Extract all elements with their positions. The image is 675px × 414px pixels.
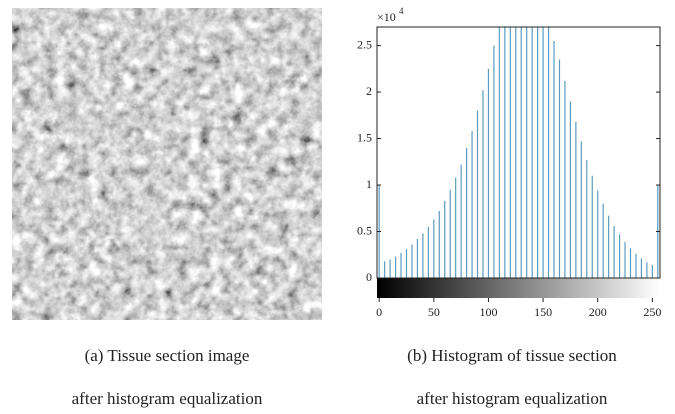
y-multiplier: ×10 xyxy=(377,10,396,24)
caption-a: after histogram equalization xyxy=(72,389,263,408)
y-tick-label: 2 xyxy=(366,84,372,98)
y-tick-label: 0 xyxy=(366,270,372,284)
caption-b: after histogram equalization xyxy=(417,389,608,408)
y-tick-label: 0.5 xyxy=(357,223,372,237)
plot-frame xyxy=(376,26,661,279)
x-tick-label: 100 xyxy=(479,305,497,319)
y-tick-label: 2.5 xyxy=(357,37,372,51)
gray-scale-bar xyxy=(377,278,660,298)
caption-b: (b) Histogram of tissue section xyxy=(407,346,617,365)
tissue-image xyxy=(12,8,322,320)
x-tick-label: 200 xyxy=(589,305,607,319)
y-multiplier-exponent: 4 xyxy=(399,6,404,16)
y-tick-label: 1 xyxy=(366,177,372,191)
x-tick-label: 250 xyxy=(643,305,661,319)
y-tick-label: 1.5 xyxy=(357,130,372,144)
x-tick-label: 150 xyxy=(534,305,552,319)
x-tick-label: 0 xyxy=(376,305,382,319)
caption-a: (a) Tissue section image xyxy=(85,346,250,365)
x-tick-label: 50 xyxy=(428,305,440,319)
